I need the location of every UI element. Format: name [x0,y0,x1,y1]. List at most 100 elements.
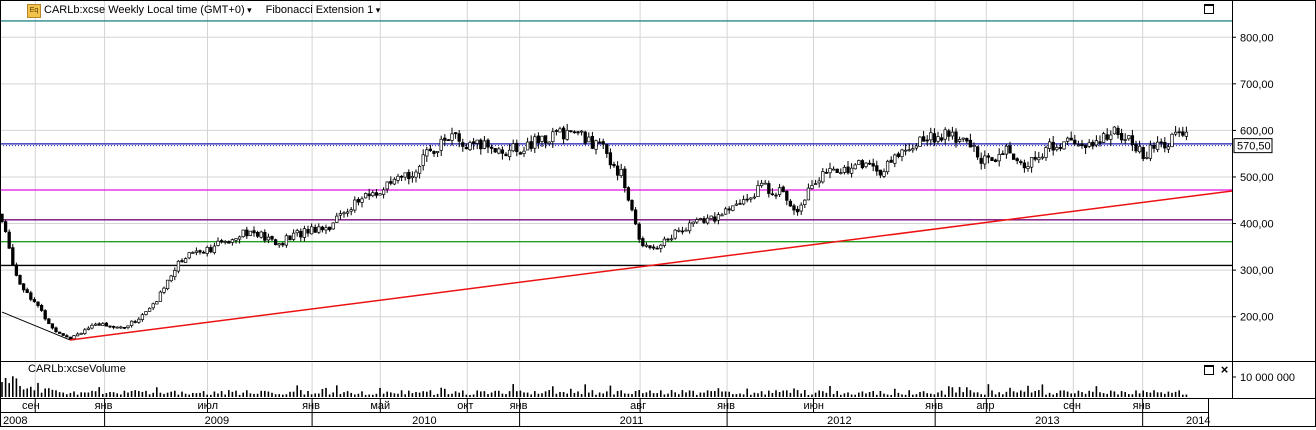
volume-bar [922,391,925,397]
candle-body [446,139,451,142]
volume-bar [818,390,820,397]
volume-bar [1178,390,1180,397]
volume-bar [170,391,172,397]
volume-bar [721,391,723,397]
candle-body [345,211,350,214]
candle-body [1123,139,1127,141]
candle-body [57,331,62,334]
volume-bar [843,393,846,397]
volume-bar [933,394,936,397]
symbol-title-dropdown[interactable]: CARLb:xcse Weekly Local time (GMT+0) [44,2,252,18]
volume-bar [908,390,910,397]
year-label: 2013 [1035,415,1059,427]
volume-bar [501,393,504,397]
volume-bar [51,389,54,397]
volume-bar [1027,385,1029,397]
candle-body [169,275,173,282]
candle-body [403,172,407,178]
candle-body [97,323,101,326]
candle-body [777,187,782,195]
volume-bar [998,392,1000,397]
candle-body [698,218,703,220]
candle-body [1062,141,1066,150]
candle-body [533,136,537,149]
volume-bar [462,390,464,397]
volume-bar [861,391,864,397]
candle-body [151,303,155,309]
candle-body [338,213,343,216]
candle-body [173,270,177,278]
y-tick-label: 600,00 [1240,125,1274,137]
trend-line-group [1,190,1233,341]
candle-body [1109,134,1113,140]
candle-body [763,182,767,185]
candle-body [396,175,400,181]
volume-bar [692,390,694,397]
volume-bar [174,390,176,397]
volume-bar [868,392,871,397]
candle-body [983,155,987,165]
candle-body [1026,166,1030,169]
candle-body [155,301,159,305]
candle-body [939,137,944,141]
candle-body [1098,141,1102,144]
candle-body [245,229,249,237]
volume-bar [1041,384,1044,397]
candle-body [705,217,710,224]
indicator-dropdown[interactable]: Fibonacci Extension 1 [266,2,381,18]
candle-body [1073,139,1077,145]
volume-bar [1,382,3,397]
volume-bar [962,392,964,397]
candle-body [745,198,749,201]
candle-body [929,132,933,141]
candle-body [378,193,382,196]
volume-bar [98,387,100,397]
eq-icon[interactable]: Eq [27,4,41,18]
volume-bar [372,394,374,397]
volume-bar [447,394,450,397]
candle-body [21,283,26,291]
candle-body [248,230,253,236]
volume-bar [681,390,684,397]
volume-bar [562,392,565,397]
volume-bar [688,390,691,397]
volume-bar [1117,394,1119,397]
volume-bar [854,394,856,397]
volume-bar [804,390,806,397]
candle-body [417,166,422,174]
volume-bar [1056,393,1058,397]
volume-bar [490,392,493,397]
volume-bar [415,391,417,397]
year-label: 2008 [3,415,27,427]
candle-body [497,148,501,154]
volume-bar [901,394,903,397]
candle-body [129,320,134,326]
volume-bar [948,386,950,397]
candle-body [464,146,469,150]
month-label: окт [457,400,473,412]
candle-body [201,251,206,254]
volume-bar [814,392,817,397]
volume-bar [274,394,277,397]
volume-bar [289,391,291,397]
candle-body [921,136,926,142]
maximize-icon[interactable] [1204,4,1214,14]
candle-body [792,205,796,211]
volume-bar [159,392,162,397]
candle-body [353,199,357,211]
candle-body [795,208,800,213]
volume-bar [220,391,223,397]
close-icon[interactable]: × [1220,362,1229,377]
volume-bar [526,392,529,397]
candle-body [547,141,551,144]
volume-bar [33,390,36,397]
volume-bar [318,393,320,397]
volume-bar [350,392,352,397]
candle-body [29,292,33,300]
volume-maximize-icon[interactable] [1204,365,1214,375]
candle-body [1119,133,1124,141]
candle-body [529,141,533,149]
candle-body [878,169,883,176]
volume-bar [1156,392,1159,397]
candle-body [572,131,577,134]
